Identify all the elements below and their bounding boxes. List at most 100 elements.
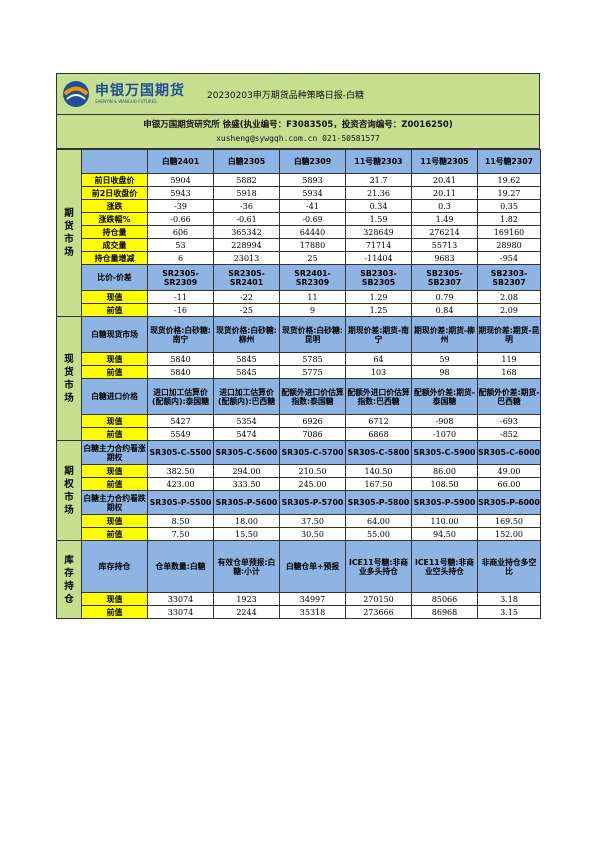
institute-line: 申银万国期货研究所 徐盛(执业编号：F3083505，投资咨询编号：Z00162…: [143, 120, 453, 130]
table-cell: 23013: [213, 251, 280, 265]
table-cell: 20.11: [411, 186, 478, 200]
table-cell: 98: [411, 365, 478, 379]
table-cell: 71714: [345, 238, 412, 252]
table-cell: 55713: [411, 238, 478, 252]
table-cell: 21.7: [345, 173, 412, 187]
table-cell: 0.34: [345, 199, 412, 213]
table-cell: 382.50: [147, 464, 214, 478]
data-table: 期货市场白糖2401 白糖2305 白糖2309 11号糖2303 11号糖2305 11…: [56, 149, 541, 619]
spread-label: 比价-价差: [81, 264, 148, 291]
table-row: 成交量 53 228994 17880 71714 55713 28980: [57, 238, 541, 252]
table-cell: 5943: [147, 186, 214, 200]
column-header: 期现价差:期货-昆明: [477, 316, 541, 353]
column-header: 期现价差:期货-柳州: [411, 316, 478, 353]
table-row: 前值 5549 5474 7086 6868 -1070 -852: [57, 427, 541, 441]
column-header: SB2303-SB2305: [345, 264, 412, 291]
table-cell: 86.00: [411, 464, 478, 478]
table-cell: 103: [345, 365, 412, 379]
table-row: 前日收盘价 5904 5882 5893 21.7 20.41 19.62: [57, 173, 541, 187]
table-row: 期权市场白糖主力合约看涨期权 SR305-C-5500 SR305-C-5600 SR…: [56, 440, 541, 541]
row-label: 前值: [81, 365, 148, 379]
table-row: 前值 33074 2244 35318 273666 86968 3.15: [57, 605, 541, 619]
column-header: 现货价格:白砂糖:南宁: [147, 316, 214, 353]
header-blank: [81, 149, 148, 174]
table-cell: 19.27: [477, 186, 541, 200]
row-label: 涨跌幅%: [81, 212, 148, 226]
table-cell: 1923: [213, 592, 280, 606]
column-header: 有效仓单预报:白糖:小计: [213, 540, 280, 593]
table-cell: 5918: [213, 186, 280, 200]
table-cell: 25: [279, 251, 346, 265]
table-cell: 108.50: [411, 477, 478, 491]
table-cell: 228994: [213, 238, 280, 252]
column-header: 配额外进口价估算指数:巴西糖: [345, 378, 412, 415]
column-header: 11号糖2307: [477, 149, 541, 174]
column-header: SR2305-SR2401: [213, 264, 280, 291]
column-header: SR2305-SR2309: [147, 264, 214, 291]
table-cell: 1.82: [477, 212, 541, 226]
table-cell: -11: [147, 290, 214, 304]
table-row: 现值 33074 1923 34997 270150 85066 3.18: [57, 592, 541, 606]
table-cell: 64: [345, 352, 412, 366]
column-header: 白糖仓单+预报: [279, 540, 346, 593]
column-header: 白糖2309: [279, 149, 346, 174]
row-label: 现值: [81, 414, 148, 428]
table-cell: -954: [477, 251, 541, 265]
inventory-label: 库存持仓: [81, 540, 148, 593]
table-cell: 119: [477, 352, 541, 366]
logo-name: 申银万国期货: [95, 83, 185, 99]
table-cell: 2.08: [477, 290, 541, 304]
table-row: 持仓量 606 365342 64440 328649 276214 169160: [57, 225, 541, 239]
row-label: 涨跌: [81, 199, 148, 213]
put-label: 白糖主力合约看跌期权: [81, 490, 148, 515]
table-cell: 21.36: [345, 186, 412, 200]
column-header: 配额外价差:期货-巴西糖: [477, 378, 541, 415]
table-cell: 53: [147, 238, 214, 252]
table-cell: 328649: [345, 225, 412, 239]
table-cell: 2.09: [477, 303, 541, 317]
table-cell: 11: [279, 290, 346, 304]
spot-label: 白糖现货市场: [81, 316, 148, 353]
globe-logo-icon: [63, 81, 89, 107]
column-header: SR305-C-5600: [213, 440, 280, 465]
table-row: 持仓量增减 6 23013 25 -11404 9683 -954: [57, 251, 541, 265]
column-header: 11号糖2305: [411, 149, 478, 174]
table-cell: 33074: [147, 605, 214, 619]
report-title: 20230203申万期货品种策略日报-白糖: [207, 90, 365, 101]
section-label: 现货市场: [56, 316, 82, 441]
table-cell: 64440: [279, 225, 346, 239]
table-cell: 167.50: [345, 477, 412, 491]
table-cell: 9683: [411, 251, 478, 265]
column-header: SR305-P-5700: [279, 490, 346, 515]
table-cell: 5427: [147, 414, 214, 428]
table-row: 现值 5840 5845 5785 64 59 119: [57, 352, 541, 366]
table-row: 前值 -16 -25 9 1.25 0.84 2.09: [57, 303, 541, 317]
table-cell: 30.50: [279, 527, 346, 541]
column-header: SR305-P-5900: [411, 490, 478, 515]
table-cell: 7086: [279, 427, 346, 441]
table-cell: 606: [147, 225, 214, 239]
table-cell: -16: [147, 303, 214, 317]
column-header: SR305-C-5900: [411, 440, 478, 465]
table-cell: 294.00: [213, 464, 280, 478]
column-header: 非商业持仓多空比: [477, 540, 541, 593]
table-cell: 333.50: [213, 477, 280, 491]
table-row: 白糖主力合约看跌期权 SR305-P-5500 SR305-P-5600 SR305-…: [57, 490, 541, 515]
table-cell: 152.00: [477, 527, 541, 541]
table-cell: 33074: [147, 592, 214, 606]
column-header: SB2305-SB2307: [411, 264, 478, 291]
table-cell: 0.35: [477, 199, 541, 213]
column-header: 11号糖2303: [345, 149, 412, 174]
row-label: 前值: [81, 303, 148, 317]
table-row: 比价-价差 SR2305-SR2309 SR2305-SR2401 SR2401-SR…: [57, 264, 541, 291]
table-cell: -852: [477, 427, 541, 441]
row-label: 前2日收盘价: [81, 186, 148, 200]
table-cell: 7.50: [147, 527, 214, 541]
table-cell: 37.50: [279, 514, 346, 528]
table-cell: -0.69: [279, 212, 346, 226]
institute-banner: 申银万国期货研究所 徐盛(执业编号：F3083505，投资咨询编号：Z00162…: [56, 115, 540, 149]
table-row: 期货市场白糖2401 白糖2305 白糖2309 11号糖2303 11号糖2305 11…: [56, 149, 541, 317]
table-cell: 2244: [213, 605, 280, 619]
column-header: SR305-C-5700: [279, 440, 346, 465]
table-cell: 5934: [279, 186, 346, 200]
